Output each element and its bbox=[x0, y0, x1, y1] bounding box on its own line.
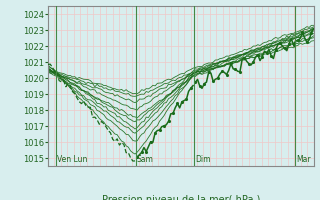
Text: Mar: Mar bbox=[296, 155, 311, 164]
Text: Pression niveau de la mer( hPa ): Pression niveau de la mer( hPa ) bbox=[102, 195, 260, 200]
Text: Sam: Sam bbox=[137, 155, 154, 164]
Text: Dim: Dim bbox=[196, 155, 211, 164]
Text: Ven Lun: Ven Lun bbox=[57, 155, 88, 164]
